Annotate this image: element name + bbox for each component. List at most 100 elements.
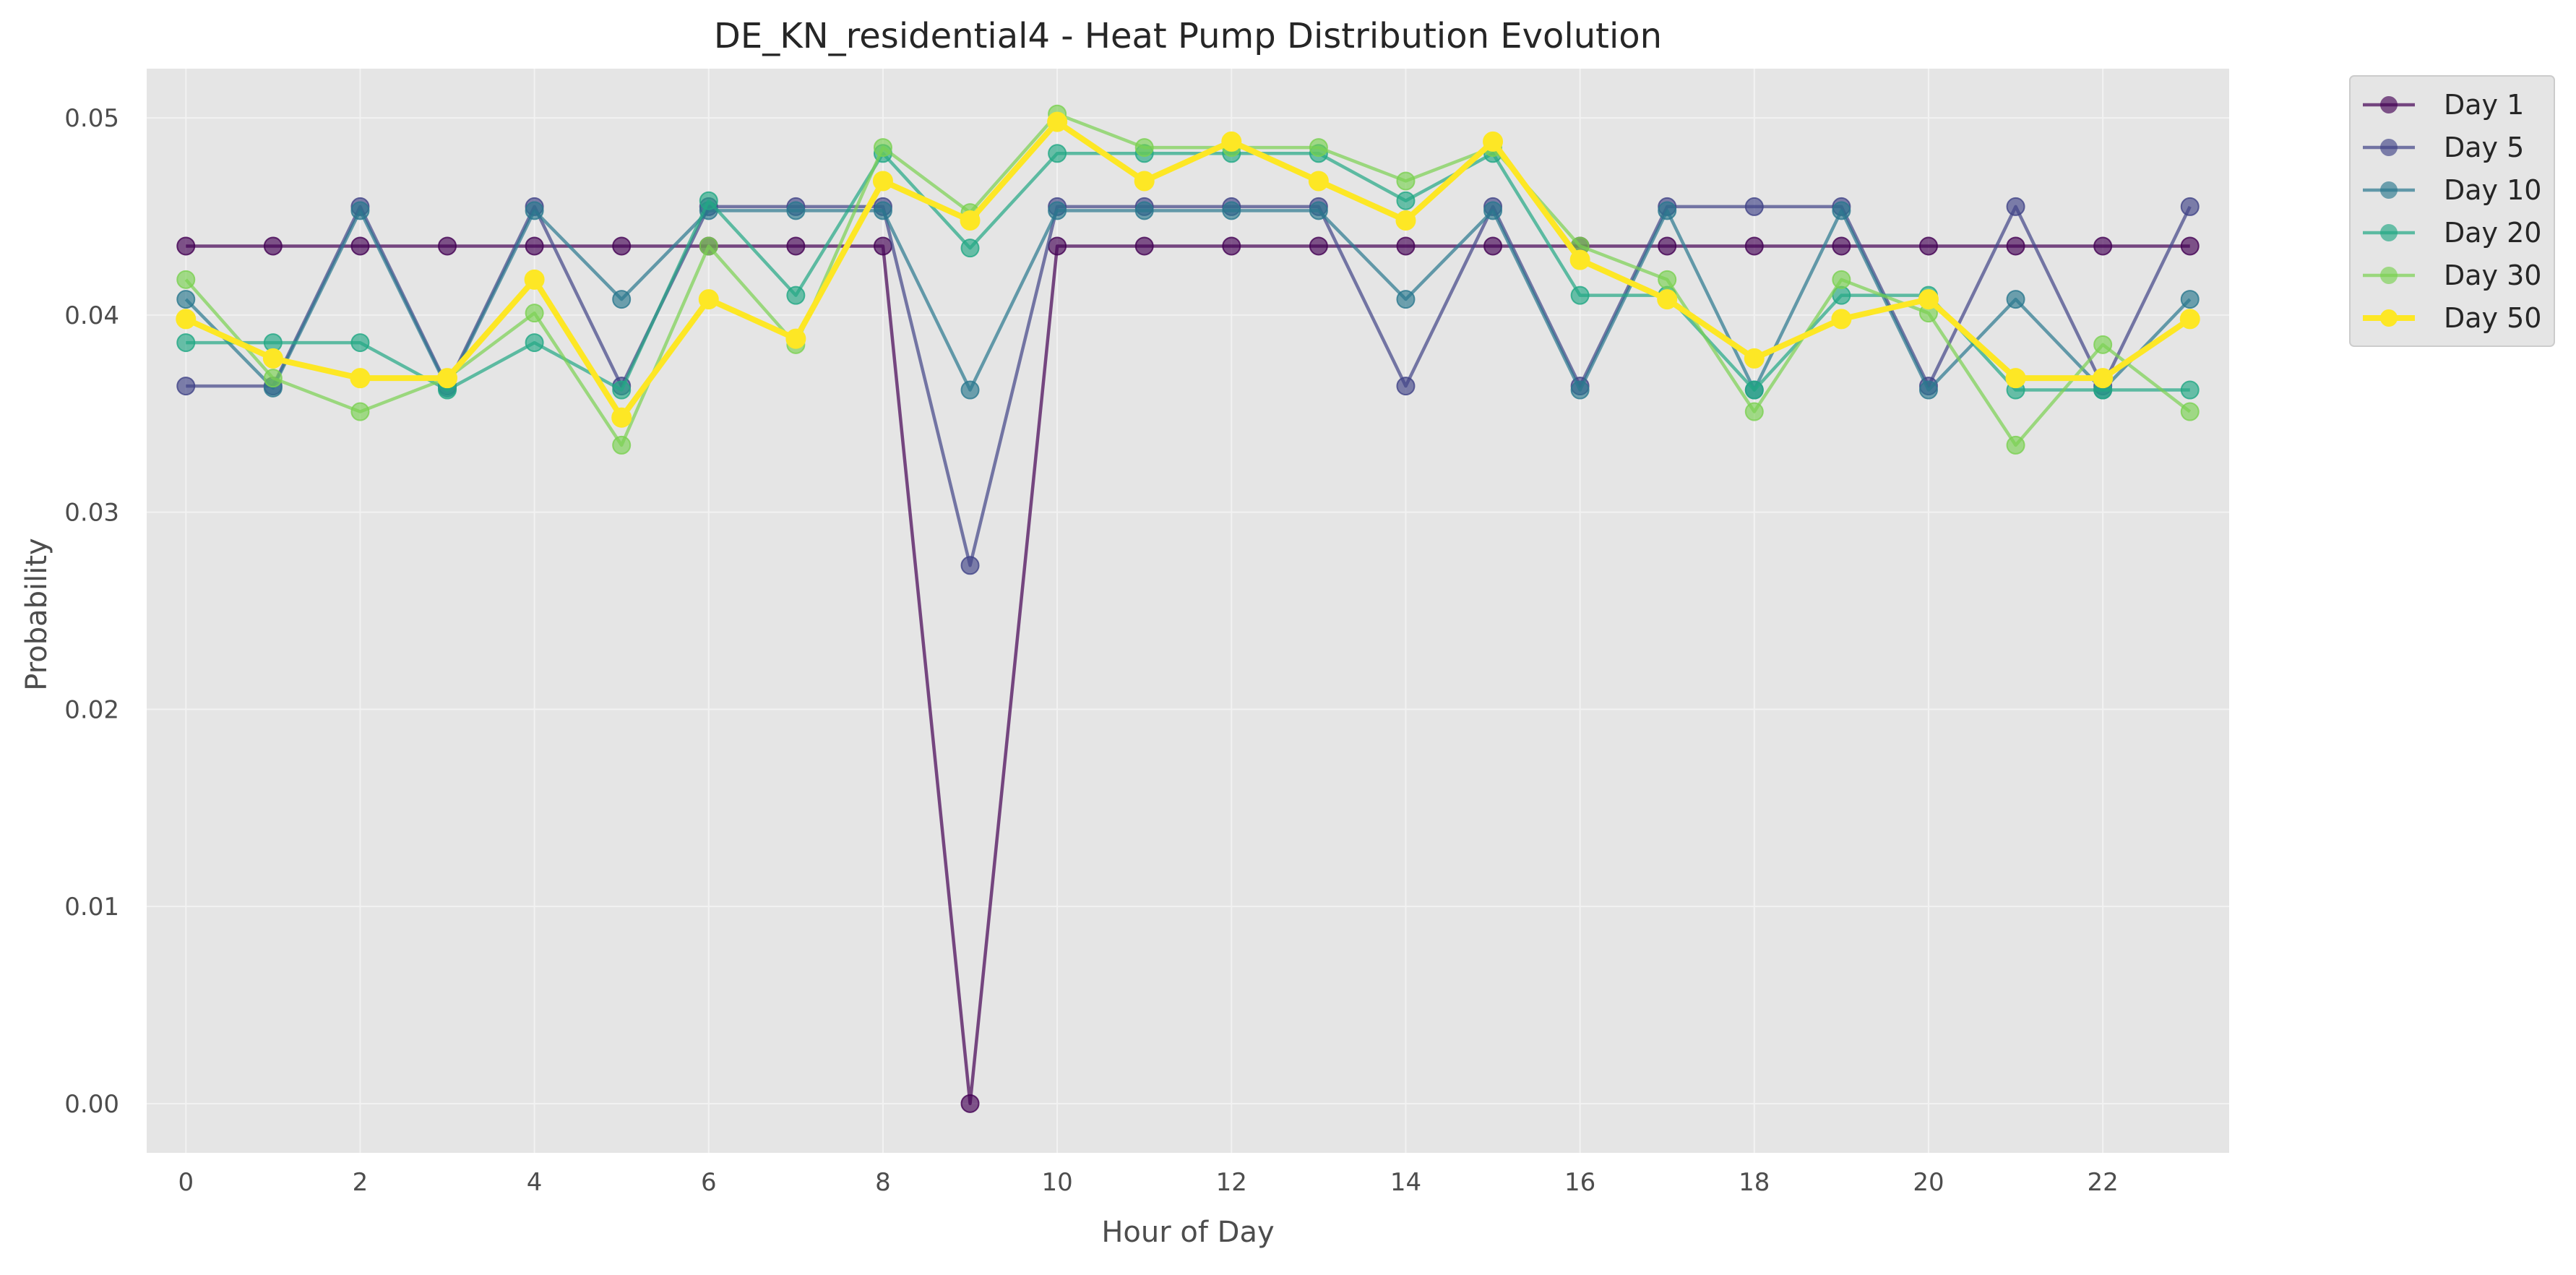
- x-tick-label: 16: [1564, 1168, 1595, 1197]
- series-line: [186, 244, 2190, 1106]
- data-point: [1832, 201, 1851, 220]
- y-tick-label: 0.02: [64, 695, 119, 724]
- data-point: [960, 239, 980, 258]
- series-line: [184, 119, 2192, 421]
- data-point: [873, 201, 892, 220]
- data-point: [263, 236, 283, 256]
- series-day-1: [176, 236, 2200, 1113]
- data-point: [786, 236, 806, 256]
- x-tick-label: 22: [2088, 1168, 2119, 1197]
- data-point: [262, 348, 283, 369]
- data-point: [1396, 236, 1416, 256]
- data-point: [1744, 236, 1764, 256]
- data-point: [2093, 368, 2114, 389]
- legend-item: Day 10: [2363, 174, 2541, 206]
- data-point: [872, 171, 893, 192]
- data-point: [1744, 402, 1764, 421]
- data-point: [698, 289, 719, 310]
- y-tick-label: 0.00: [64, 1090, 119, 1119]
- legend-marker: [2380, 96, 2398, 113]
- data-point: [176, 309, 197, 330]
- data-point: [1048, 144, 1067, 163]
- x-tick-label: 10: [1041, 1168, 1072, 1197]
- series-line: [186, 152, 2190, 392]
- data-point: [350, 236, 370, 256]
- data-point: [1744, 348, 1765, 369]
- legend-label: Day 20: [2444, 217, 2541, 249]
- legend-marker: [2380, 224, 2398, 241]
- data-point: [350, 368, 371, 389]
- data-point: [1395, 210, 1416, 231]
- data-point: [1569, 249, 1590, 270]
- data-point: [1831, 309, 1852, 330]
- data-point: [960, 556, 980, 575]
- data-point: [2180, 290, 2200, 309]
- data-point: [873, 236, 892, 256]
- data-point: [1658, 270, 1677, 289]
- data-point: [2093, 236, 2113, 256]
- axes: 0 2 4 6 8 10 12 14 16 18 20 22 0.00 0.01 0.02 0.03 0.04 0…: [64, 104, 2118, 1197]
- data-point: [2180, 197, 2200, 216]
- data-point: [1832, 270, 1851, 289]
- data-point: [1396, 290, 1416, 309]
- data-point: [786, 201, 806, 220]
- legend-label: Day 5: [2444, 132, 2524, 163]
- data-point: [612, 435, 632, 455]
- data-point: [350, 333, 370, 353]
- x-tick-label: 2: [353, 1168, 369, 1197]
- legend-label: Day 30: [2444, 259, 2541, 291]
- legend-item: Day 50: [2363, 302, 2541, 334]
- y-tick-label: 0.03: [64, 499, 119, 528]
- data-point: [1134, 171, 1155, 192]
- data-point: [2005, 368, 2026, 389]
- legend-marker: [2380, 139, 2398, 156]
- legend: Day 1 Day 5 Day 10 Day 20 Day 30 Day 50: [2349, 75, 2555, 347]
- data-point: [1047, 111, 1068, 132]
- data-point: [1134, 138, 1154, 158]
- data-point: [1832, 236, 1851, 256]
- data-point: [1483, 236, 1503, 256]
- data-point: [960, 210, 981, 231]
- data-point: [176, 236, 196, 256]
- data-point: [960, 380, 980, 400]
- legend-item: Day 5: [2363, 132, 2524, 163]
- data-point: [611, 407, 632, 428]
- x-tick-label: 0: [178, 1168, 194, 1197]
- data-point: [1134, 201, 1154, 220]
- legend-marker: [2380, 181, 2398, 199]
- data-point: [438, 236, 457, 256]
- legend-item: Day 30: [2363, 259, 2541, 291]
- x-tick-label: 6: [701, 1168, 717, 1197]
- data-point: [1309, 236, 1328, 256]
- data-point: [176, 290, 196, 309]
- data-point: [2180, 380, 2200, 400]
- data-point: [525, 236, 544, 256]
- data-point: [2006, 197, 2025, 216]
- legend-label: Day 50: [2444, 302, 2541, 334]
- y-tick-label: 0.01: [64, 893, 119, 922]
- legend-marker: [2380, 309, 2398, 327]
- data-point: [1396, 377, 1416, 396]
- legend-marker: [2380, 267, 2398, 284]
- data-point: [176, 270, 196, 289]
- x-tick-label: 20: [1913, 1168, 1944, 1197]
- x-tick-label: 12: [1216, 1168, 1247, 1197]
- data-point: [1048, 236, 1067, 256]
- x-axis-label: Hour of Day: [1101, 1216, 1274, 1249]
- data-point: [1918, 236, 1938, 256]
- data-point: [2180, 402, 2200, 421]
- y-tick-label: 0.05: [64, 104, 119, 133]
- x-tick-label: 8: [875, 1168, 891, 1197]
- data-point: [612, 236, 632, 256]
- plot-area: [147, 69, 2229, 1153]
- data-point: [437, 368, 458, 389]
- data-point: [1570, 380, 1590, 400]
- x-tick-label: 14: [1390, 1168, 1421, 1197]
- legend-label: Day 1: [2444, 89, 2524, 121]
- data-point: [525, 333, 544, 353]
- data-point: [2006, 290, 2025, 309]
- y-axis-label: Probability: [20, 538, 53, 690]
- data-point: [612, 290, 632, 309]
